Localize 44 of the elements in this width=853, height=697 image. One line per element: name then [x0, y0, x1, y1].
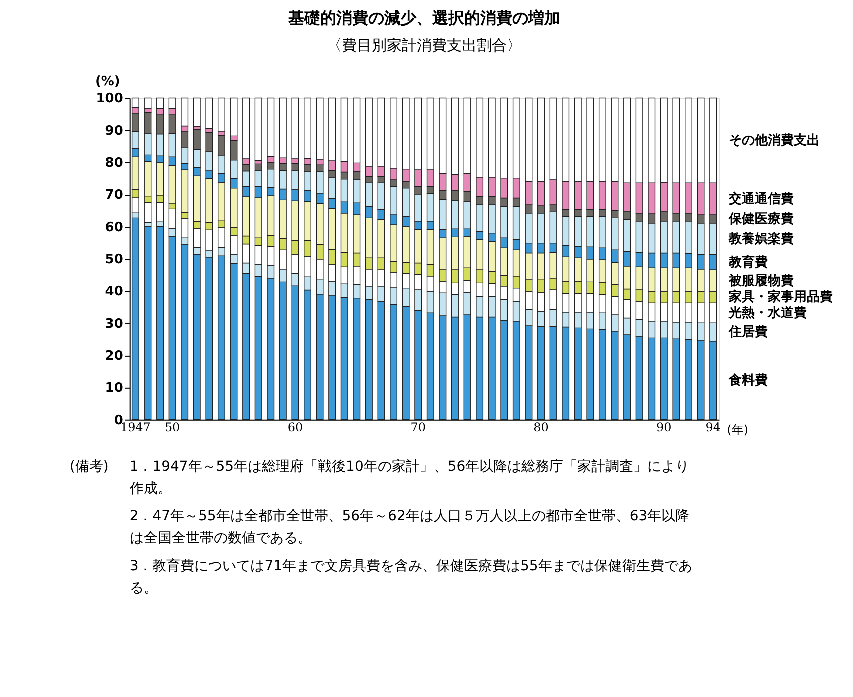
x-axis-title: (年): [727, 422, 748, 437]
series-label: 教養娯楽費: [728, 231, 794, 248]
y-tick-label: 100: [96, 92, 124, 107]
y-tick-label: 60: [105, 220, 124, 236]
series-label: 家具・家事用品費: [728, 289, 834, 306]
series-label: 被服履物費: [728, 272, 794, 289]
bar: [230, 98, 238, 137]
x-tick-label: 70: [410, 420, 426, 434]
bar: [144, 226, 152, 420]
x-tick-label: 50: [164, 420, 180, 434]
x-tick-label: 60: [288, 420, 304, 434]
y-tick-label: 10: [105, 381, 124, 396]
series-label: 教育費: [728, 254, 768, 270]
text: 1．1947年～55年は総理府「戦後10年の家計」、56年以降は総務庁「家計調査」により作成。: [128, 458, 690, 497]
text: (備考): [70, 458, 109, 475]
y-tick-label: 0: [114, 413, 124, 428]
x-tick-label: 80: [534, 420, 549, 434]
series-label: 食料費: [728, 374, 768, 389]
bar: [218, 98, 226, 132]
y-axis-title: (%): [95, 74, 120, 90]
series-label: 交通通信費: [728, 191, 794, 208]
series-label: 保健医療費: [728, 211, 794, 228]
text: 2．47年～55年は全都市全世帯、56年～62年は人口５万人以上の都市全世帯、63年以降は全国全世帯の数値である。: [130, 508, 690, 547]
bar: [206, 98, 214, 130]
series-label: その他消費支出: [729, 134, 820, 149]
y-tick-label: 50: [105, 252, 124, 268]
bar: [132, 218, 140, 420]
y-tick-label: 20: [105, 349, 124, 364]
y-tick-label: 70: [105, 188, 124, 204]
bar: [193, 98, 201, 127]
x-tick-label: 94: [706, 420, 722, 434]
y-tick-label: 90: [105, 124, 124, 139]
series-label: 光熱・水道費: [728, 305, 808, 322]
bar: [254, 98, 262, 161]
series-label: 住居費: [728, 325, 768, 340]
text: 3．教育費については71年まで文房具費を含み、保健医療費は55年までは保健衛生費である。: [130, 558, 692, 597]
chart-title: 基礎的消費の減少、選択的消費の増加: [288, 8, 560, 28]
x-tick-label: 90: [656, 420, 672, 434]
y-tick-label: 80: [105, 156, 124, 172]
chart-subtitle: 〈費目別家計消費支出割合〉: [327, 36, 522, 54]
y-tick-label: 30: [105, 316, 124, 332]
bar: [156, 226, 164, 420]
bar: [144, 98, 152, 109]
y-tick-label: 40: [105, 284, 124, 300]
